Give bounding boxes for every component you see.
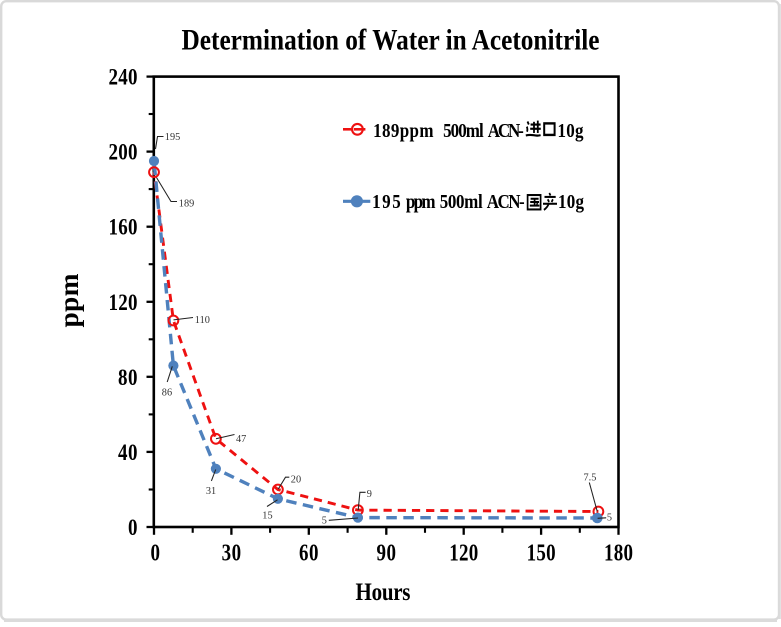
svg-text:180: 180 (604, 540, 633, 567)
svg-text:31: 31 (206, 486, 216, 497)
svg-text:10g: 10g (558, 120, 585, 143)
svg-text:500ml: 500ml (440, 190, 483, 213)
svg-text:110: 110 (195, 315, 210, 326)
svg-text:500ml: 500ml (443, 120, 484, 143)
svg-text:9: 9 (367, 489, 372, 500)
svg-text:0: 0 (128, 514, 137, 540)
svg-text:150: 150 (527, 540, 556, 567)
svg-text:20: 20 (291, 475, 301, 486)
svg-text:86: 86 (162, 387, 172, 398)
svg-text:120: 120 (109, 289, 138, 315)
svg-text:Hours: Hours (356, 578, 411, 606)
svg-text:195: 195 (165, 132, 180, 143)
svg-text:60: 60 (299, 540, 319, 567)
svg-text:189ppm: 189ppm (373, 120, 434, 143)
svg-text:240: 240 (109, 64, 138, 90)
svg-text:ACN-: ACN- (488, 120, 524, 143)
svg-text:15: 15 (262, 510, 272, 521)
svg-text:80: 80 (118, 364, 138, 390)
svg-text:7.5: 7.5 (584, 473, 597, 484)
svg-text:5: 5 (322, 515, 327, 526)
svg-text:200: 200 (109, 139, 138, 165)
svg-text:189: 189 (179, 199, 194, 210)
svg-text:40: 40 (118, 439, 138, 465)
svg-text:195: 195 (372, 190, 401, 213)
svg-text:120: 120 (449, 540, 478, 567)
svg-text:5: 5 (607, 513, 612, 524)
svg-text:0: 0 (150, 540, 159, 567)
svg-text:Determination of Water in Acet: Determination of Water in Acetonitrile (181, 24, 599, 57)
svg-text:ppm: ppm (53, 273, 84, 327)
svg-text:90: 90 (377, 540, 397, 567)
svg-text:30: 30 (222, 540, 242, 567)
svg-text:ppm: ppm (406, 190, 436, 213)
svg-text:160: 160 (109, 214, 138, 240)
svg-text:ACN-: ACN- (487, 190, 525, 213)
svg-text:10g: 10g (558, 190, 585, 213)
svg-text:47: 47 (236, 434, 246, 445)
